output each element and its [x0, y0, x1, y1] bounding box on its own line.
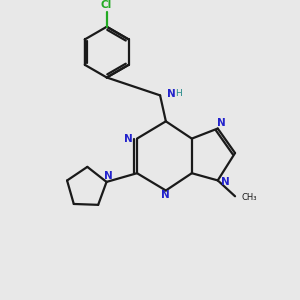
Text: Cl: Cl: [100, 0, 112, 11]
Text: N: N: [161, 190, 170, 200]
Text: N: N: [220, 177, 229, 187]
Text: H: H: [176, 88, 182, 98]
Text: N: N: [167, 89, 176, 99]
Text: N: N: [124, 134, 133, 144]
Text: N: N: [104, 171, 113, 181]
Text: N: N: [217, 118, 226, 128]
Text: CH₃: CH₃: [242, 193, 257, 202]
